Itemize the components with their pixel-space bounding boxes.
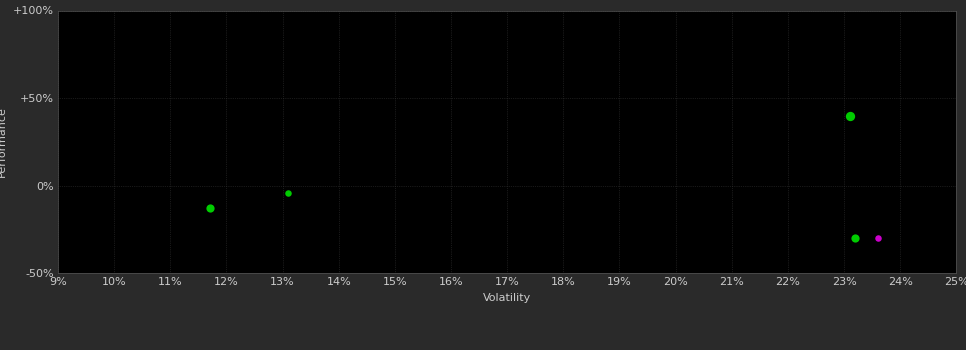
Point: [202, 205, 217, 211]
Point: [842, 113, 858, 118]
Point: [870, 235, 886, 241]
Y-axis label: Performance: Performance: [0, 106, 7, 177]
Point: [280, 190, 296, 195]
X-axis label: Volatility: Volatility: [483, 293, 531, 303]
Point: [847, 235, 863, 241]
